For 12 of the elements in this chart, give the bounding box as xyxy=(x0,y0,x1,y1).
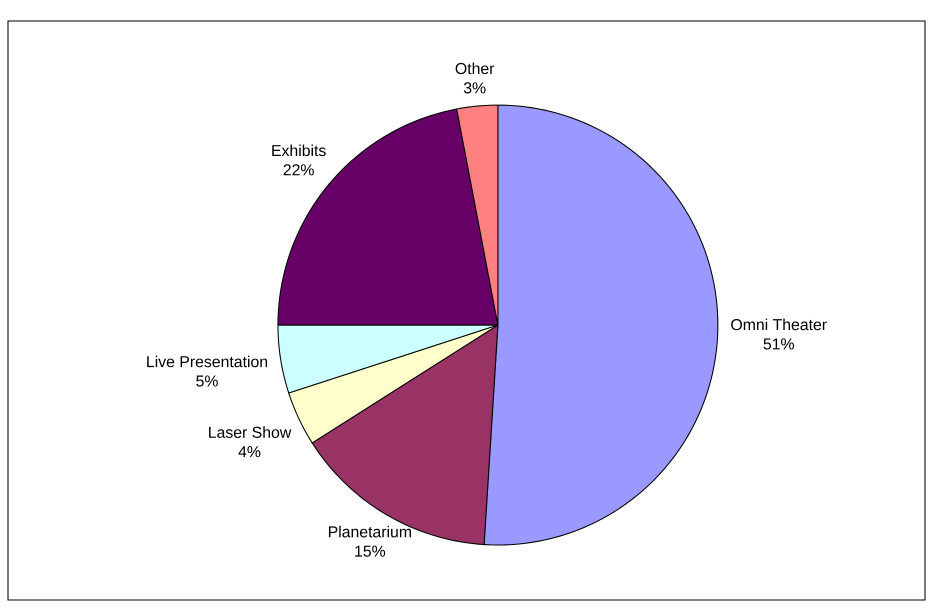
data-label: 22% xyxy=(284,164,314,176)
slice-label: Exhibits xyxy=(272,144,326,156)
data-label: 4% xyxy=(238,446,260,458)
slice-label: Laser Show xyxy=(209,426,292,438)
data-label: 5% xyxy=(196,375,218,387)
data-label: 51% xyxy=(764,338,794,350)
slice-label: Omni Theater xyxy=(731,318,827,330)
slice-label: Live Presentation xyxy=(147,356,268,368)
slice-label: Other xyxy=(456,62,494,74)
slice-label: Planetarium xyxy=(328,526,411,538)
data-label: 15% xyxy=(355,546,386,557)
data-label: 3% xyxy=(464,82,486,94)
